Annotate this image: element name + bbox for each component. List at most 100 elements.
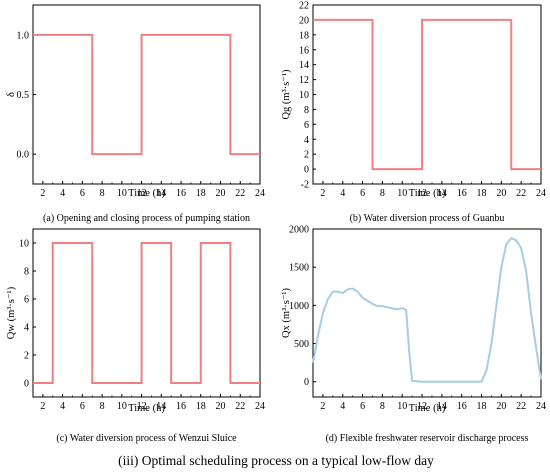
figure-caption: (iii) Optimal scheduling process on a ty… [118,453,434,468]
y-tick-label: 1500 [289,263,309,274]
y-tick-label: 1000 [289,301,309,312]
x-tick-label: 10 [397,401,407,412]
y-axis-label: Qw (m³·s⁻¹) [6,286,17,339]
x-tick-label: 24 [536,188,546,199]
y-tick-label: 16 [299,45,309,56]
x-tick-label: 14 [156,188,166,199]
series-line [33,242,260,384]
x-tick-label: 24 [536,401,546,412]
x-tick-label: 8 [380,188,385,199]
x-tick-label: 4 [60,188,65,199]
x-axis-label: Time (h) [128,403,165,414]
x-tick-label: 2 [320,188,325,199]
y-tick-label: 10 [19,239,29,250]
panel-caption: (d) Flexible freshwater reservoir discha… [326,433,529,444]
y-tick-label: 8 [304,105,309,116]
x-tick-label: 18 [196,401,206,412]
x-axis-label: Time (h) [409,403,446,414]
plot-frame [32,4,261,185]
x-tick-label: 4 [340,401,345,412]
y-tick-label: 1.0 [17,30,30,41]
x-tick-label: 18 [477,188,487,199]
y-tick-label: 4 [24,323,29,334]
x-tick-label: 18 [196,188,206,199]
y-tick-label: 18 [299,30,309,41]
panel-caption: (c) Water diversion process of Wenzui Sl… [56,433,237,444]
x-tick-label: 20 [496,188,506,199]
x-tick-label: 2 [40,188,45,199]
x-tick-label: 16 [457,401,467,412]
x-tick-label: 8 [100,188,105,199]
plot-frame [312,4,542,185]
panel-caption: (b) Water diversion process of Guanbu [350,213,505,224]
x-axis-label: Time (h) [409,188,446,199]
y-tick-label: 4 [304,135,309,146]
x-tick-label: 10 [117,188,127,199]
x-tick-label: 20 [216,188,226,199]
x-tick-label: 22 [235,188,245,199]
panel-d: 2 4 6 8 10 12 14 16 18 20 22 240500100015002000Time… [281,225,546,445]
y-tick-label: 6 [24,295,29,306]
x-tick-label: 20 [216,401,226,412]
y-tick-label: 20 [299,15,309,26]
x-tick-label: 12 [417,401,427,412]
x-axis-label: Time (h) [128,188,165,199]
plot-frame [312,228,542,398]
y-tick-label: 0.0 [17,150,30,161]
x-tick-label: 6 [80,188,85,199]
y-tick-label: 14 [299,60,309,71]
x-tick-label: 6 [360,188,365,199]
y-tick-label: 6 [304,120,309,131]
x-tick-label: 16 [176,188,186,199]
x-tick-label: 2 [40,401,45,412]
x-tick-label: 22 [516,401,526,412]
y-tick-label: 2 [304,150,309,161]
y-tick-label: 0 [24,379,29,390]
x-tick-label: 14 [437,401,447,412]
series-line [313,18,541,171]
x-tick-label: 22 [235,401,245,412]
panel-b: 2 4 6 8 10 12 14 16 18 20 22 24-2024681012141618202… [281,1,546,225]
y-tick-label: 8 [24,267,29,278]
x-tick-label: 18 [477,401,487,412]
x-tick-label: 12 [417,188,427,199]
x-tick-label: 14 [437,188,447,199]
y-tick-label: 0.5 [17,90,30,101]
y-tick-label: -2 [301,180,309,191]
x-tick-label: 10 [117,401,127,412]
x-tick-label: 24 [255,401,265,412]
series-line [33,33,260,156]
x-tick-label: 16 [457,188,467,199]
x-tick-label: 20 [496,401,506,412]
x-tick-label: 12 [137,188,147,199]
x-tick-label: 22 [516,188,526,199]
y-tick-label: 22 [299,1,309,12]
x-tick-label: 8 [100,401,105,412]
y-tick-label: 2000 [289,225,309,236]
x-tick-label: 14 [156,401,166,412]
x-tick-label: 16 [176,401,186,412]
y-axis-label: Qx (m³·s⁻¹) [281,287,292,338]
x-tick-label: 6 [80,401,85,412]
x-tick-label: 10 [397,188,407,199]
x-tick-label: 8 [380,401,385,412]
panel-caption: (a) Opening and closing process of pumpi… [43,213,250,224]
y-tick-label: 10 [299,90,309,101]
y-axis-label: Qg (m³·s⁻¹) [281,69,292,120]
y-tick-label: 0 [304,165,309,176]
x-tick-label: 12 [137,401,147,412]
x-tick-label: 24 [255,188,265,199]
y-tick-label: 0 [304,377,309,388]
x-tick-label: 2 [320,401,325,412]
y-tick-label: 12 [299,75,309,86]
series-line [312,236,542,383]
x-tick-label: 4 [60,401,65,412]
y-axis-label: δ [6,92,17,97]
plot-frame [32,228,261,398]
y-tick-label: 500 [294,339,309,350]
y-tick-label: 2 [24,351,29,362]
x-tick-label: 4 [340,188,345,199]
